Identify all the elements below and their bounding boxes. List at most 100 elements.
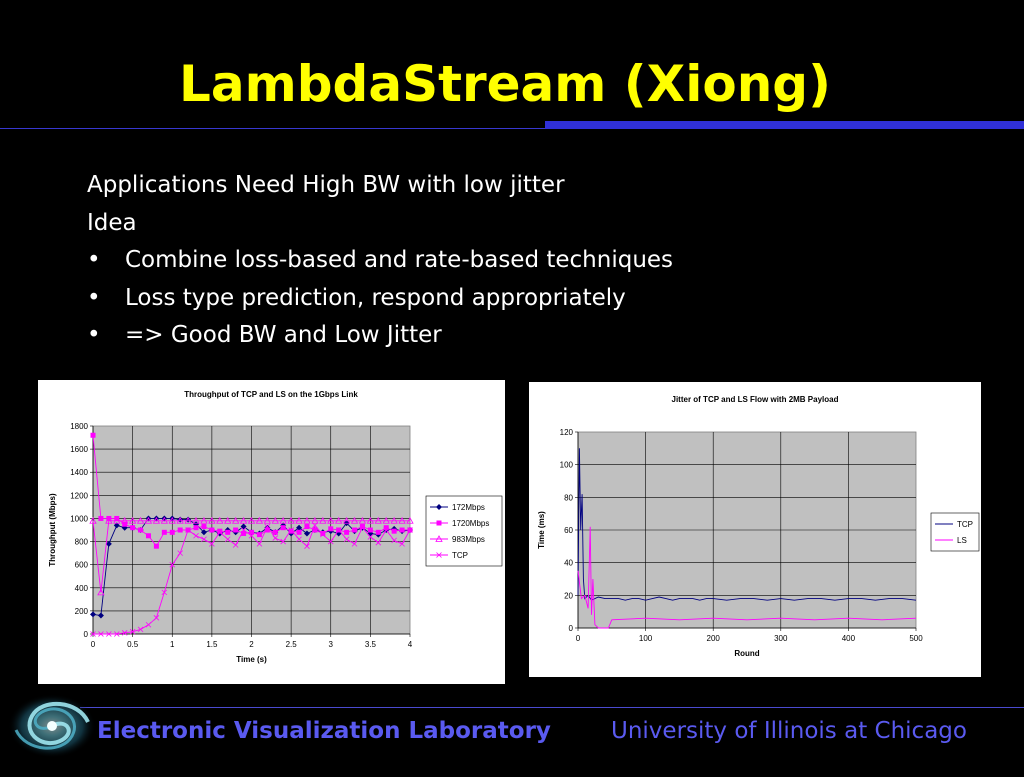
x-tick-label: 1	[170, 640, 175, 649]
data-point	[327, 538, 334, 545]
data-point	[272, 529, 278, 535]
data-point	[239, 516, 248, 524]
legend-label: TCP	[452, 551, 468, 560]
data-point	[240, 527, 247, 533]
bullet-text: => Good BW and Low Jitter	[125, 322, 442, 348]
data-point	[209, 527, 215, 533]
data-point-stroke	[106, 631, 112, 637]
data-point	[407, 527, 413, 533]
bullet-line: • => Good BW and Low Jitter	[87, 317, 673, 355]
data-point-stroke	[320, 531, 326, 538]
data-point	[248, 532, 255, 539]
data-point	[232, 542, 239, 548]
y-tick-label: 100	[560, 461, 574, 470]
data-point-stroke	[153, 615, 160, 621]
data-point	[311, 516, 319, 524]
data-point	[130, 525, 136, 531]
data-point	[113, 631, 120, 637]
bullet-line: Applications Need High BW with low jitte…	[87, 167, 673, 205]
data-point	[312, 522, 318, 529]
title-accent-bar	[545, 121, 1024, 129]
series-1720Mbps	[90, 432, 413, 549]
data-point	[399, 541, 405, 547]
data-point	[436, 552, 442, 558]
data-point	[89, 516, 97, 524]
data-point	[184, 516, 192, 524]
data-point	[367, 534, 374, 540]
data-point-stroke	[407, 527, 413, 533]
data-point	[296, 529, 302, 535]
data-point	[435, 535, 443, 542]
x-tick-label: 1.5	[206, 640, 218, 649]
data-point-stroke	[129, 628, 136, 635]
data-point	[90, 432, 96, 438]
data-point-stroke	[145, 621, 152, 628]
data-point-stroke	[169, 561, 176, 568]
data-point-stroke	[391, 537, 397, 544]
x-tick-label: 300	[774, 634, 788, 643]
data-point-stroke	[272, 535, 279, 541]
x-tick-label: 500	[909, 634, 923, 643]
y-tick-label: 1600	[70, 445, 88, 454]
data-point	[320, 530, 326, 536]
data-point	[358, 516, 367, 524]
y-tick-label: 20	[564, 591, 573, 600]
data-point	[304, 543, 310, 549]
data-point-stroke	[343, 536, 350, 543]
footer-divider	[80, 707, 1024, 708]
data-point	[177, 550, 183, 556]
data-point	[391, 537, 397, 544]
data-point	[176, 516, 184, 524]
y-tick-label: 600	[75, 561, 89, 570]
jitter-chart: Jitter of TCP and LS Flow with 2MB Paylo…	[529, 382, 981, 677]
data-point	[256, 532, 262, 538]
series-LS	[577, 526, 917, 629]
data-point-stroke	[185, 527, 191, 533]
series-TCP	[90, 522, 413, 637]
x-tick-label: 3	[329, 640, 334, 649]
data-point	[209, 541, 215, 547]
data-point	[288, 527, 294, 533]
bullet-text: Applications Need High BW with low jitte…	[87, 172, 565, 198]
data-point-stroke	[335, 527, 342, 533]
data-point	[327, 516, 335, 524]
x-tick-label: 0.5	[127, 640, 139, 649]
bullet-marker: •	[87, 322, 101, 348]
legend-label: 983Mbps	[452, 535, 485, 544]
data-point	[105, 516, 113, 524]
data-point	[255, 516, 264, 524]
series-TCP	[577, 448, 917, 601]
bullet-line: Idea	[87, 205, 673, 243]
data-point	[279, 516, 287, 524]
data-point-stroke	[90, 631, 96, 637]
data-point	[233, 527, 239, 533]
data-point	[303, 530, 310, 537]
data-point-stroke	[224, 536, 231, 543]
data-point	[97, 612, 104, 619]
data-point	[296, 524, 303, 531]
data-point	[200, 529, 207, 536]
title-divider	[0, 128, 1024, 129]
data-point	[138, 527, 144, 533]
y-tick-label: 200	[75, 607, 89, 616]
data-point	[359, 524, 365, 530]
data-point	[201, 524, 207, 530]
data-point-stroke	[367, 534, 374, 540]
data-point	[201, 536, 207, 543]
data-point-stroke	[351, 541, 358, 547]
data-point	[200, 516, 208, 524]
data-point-stroke	[296, 536, 302, 543]
data-point	[256, 541, 263, 547]
data-point	[90, 631, 96, 637]
x-axis-label: Round	[734, 649, 759, 658]
x-tick-label: 0	[576, 634, 581, 643]
data-point	[225, 529, 231, 535]
bullet-line: • Combine loss-based and rate-based techn…	[87, 242, 673, 280]
y-axis-label: Time (ms)	[537, 511, 546, 549]
data-point	[304, 524, 310, 530]
data-point	[177, 527, 183, 533]
data-point	[224, 536, 231, 543]
chart-title: Jitter of TCP and LS Flow with 2MB Paylo…	[672, 395, 839, 404]
data-point	[152, 516, 161, 524]
data-point	[271, 516, 279, 524]
